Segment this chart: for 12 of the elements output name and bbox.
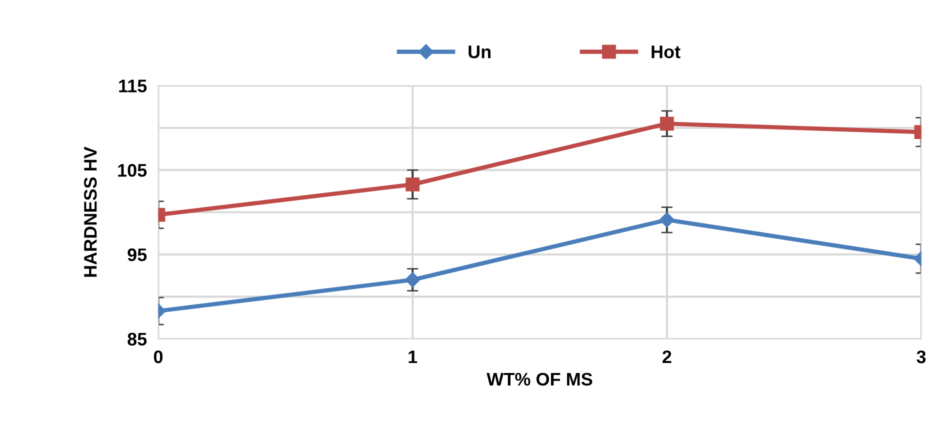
- y-tick-label: 115: [119, 80, 147, 92]
- y-tick-label: 85: [128, 332, 147, 346]
- y-tick-label: 105: [118, 164, 147, 177]
- y-tick-label: 95: [128, 248, 147, 262]
- legend-label: Un: [468, 46, 491, 58]
- x-tick-label: 0: [154, 350, 163, 364]
- x-axis-title: WT% OF MS: [486, 372, 592, 386]
- y-axis-title: HARDNESS HV: [84, 146, 97, 277]
- legend-label: Hot: [652, 46, 680, 58]
- x-tick-label: 2: [662, 350, 672, 364]
- x-tick-label: 3: [916, 350, 926, 364]
- x-tick-label: 1: [408, 350, 418, 364]
